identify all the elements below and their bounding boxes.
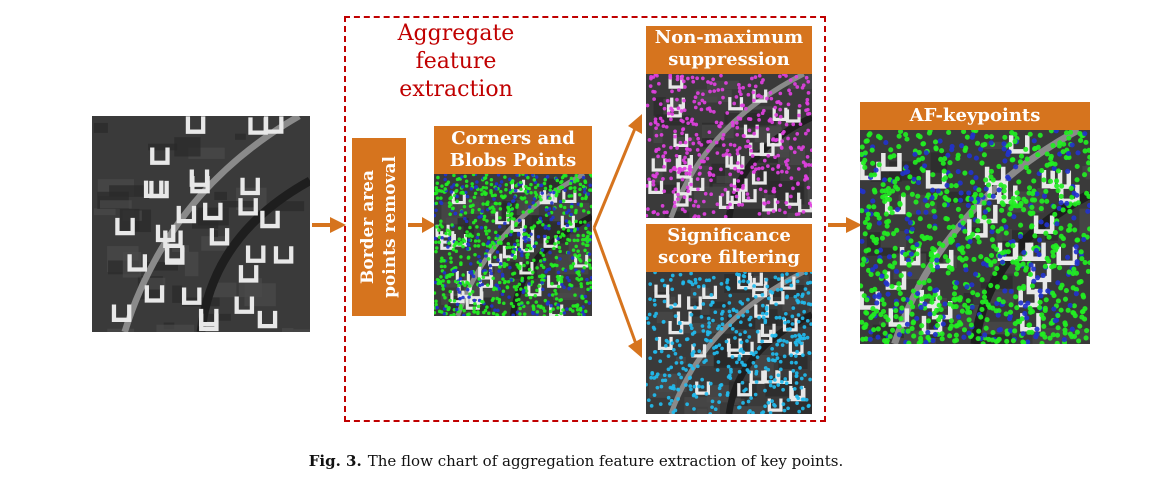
caption-text: The flow chart of aggregation feature ex…	[367, 452, 844, 470]
figure-caption: Fig. 3. The flow chart of aggregation fea…	[0, 452, 1152, 470]
caption-label: Fig. 3.	[308, 452, 362, 470]
corners-label-line1: Corners and	[451, 128, 575, 149]
right-arrow-icon	[828, 217, 862, 233]
significance-image	[646, 272, 812, 414]
aerial-photo	[92, 116, 310, 332]
corners-blobs-points	[434, 174, 592, 316]
corners-blobs-image	[434, 174, 592, 316]
aggregate-feature-extraction-group	[344, 16, 826, 422]
corners-label-line2: Blobs Points	[449, 150, 577, 171]
right-arrow-icon	[312, 217, 346, 233]
af-keypoints-label: AF-keypoints	[909, 105, 1041, 126]
af-keypoints-points	[860, 130, 1090, 344]
nms-image	[646, 74, 812, 218]
nms-label-box: Non-maximum suppression	[646, 26, 812, 74]
af-keypoints-label-box: AF-keypoints	[860, 102, 1090, 130]
af-keypoints-image	[860, 130, 1090, 344]
significance-points	[646, 272, 812, 414]
significance-label-box: Significance score filtering	[646, 224, 812, 272]
nms-label-line2: suppression	[668, 49, 790, 70]
significance-label-line2: score filtering	[658, 247, 800, 268]
nms-points	[646, 74, 812, 218]
right-arrow-icon	[408, 217, 436, 233]
border-removal-box: Border area points removal	[352, 138, 406, 316]
branch-arrow-icon	[592, 114, 642, 358]
group-title-line1: Aggregate feature	[397, 21, 515, 74]
nms-label-line1: Non-maximum	[654, 27, 804, 48]
group-title: Aggregate feature extraction	[356, 20, 556, 104]
corners-blobs-label-box: Corners and Blobs Points	[434, 126, 592, 174]
input-aerial-image	[92, 116, 310, 332]
significance-label-line1: Significance	[667, 225, 791, 246]
group-title-line2: extraction	[399, 77, 513, 102]
border-removal-label: Border area points removal	[358, 156, 400, 298]
